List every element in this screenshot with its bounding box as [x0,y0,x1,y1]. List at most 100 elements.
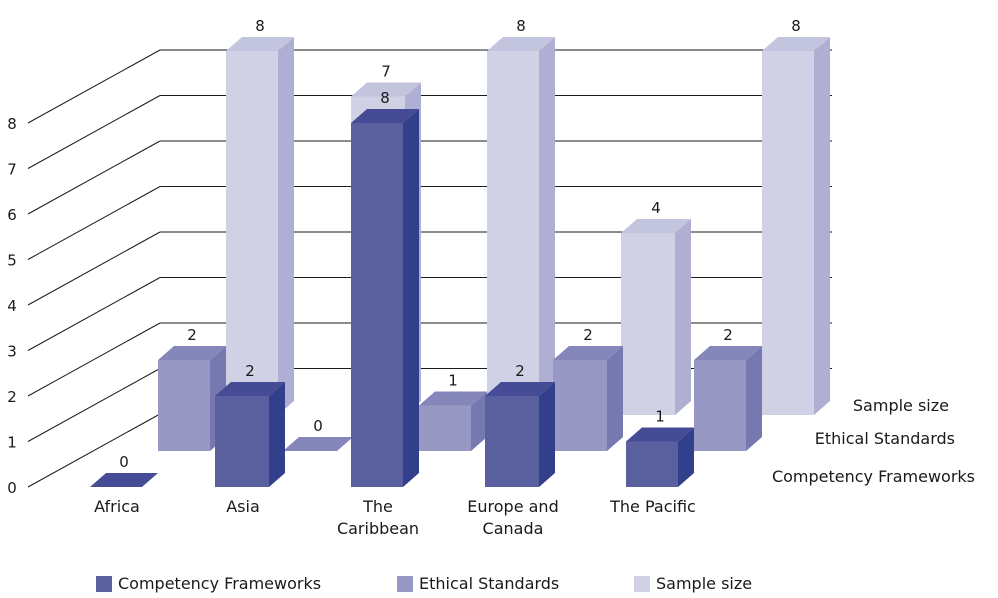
bar-top [351,82,421,97]
bar-top [90,473,158,487]
data-label: 1 [655,408,665,426]
side-wall-gridline [27,140,161,215]
bar-2-2 [487,37,555,415]
data-label: 0 [119,453,129,471]
legend-swatch [96,575,112,592]
bar-front [215,396,269,487]
bar-side [278,37,294,415]
y-tick-label: 3 [7,343,17,361]
side-wall-gridline [27,186,161,260]
bar-2-0 [226,37,294,415]
bar-front [553,360,607,451]
bar-side [269,382,285,487]
bar-1-4 [694,346,762,451]
bar-front [762,51,814,415]
data-label: 7 [381,63,391,81]
bar-side [403,109,419,487]
series-depth-labels: Competency Frameworks Ethical Standards Sa… [772,396,975,486]
bar-front [487,51,539,415]
y-tick-label: 8 [7,115,17,133]
bar-top [283,437,353,451]
side-wall-gridline [27,95,161,169]
series-depth-label: Competency Frameworks [772,467,975,486]
bar-front [226,51,278,415]
side-wall-gridline [27,368,161,442]
bar-side [678,427,694,487]
bar-side [814,37,830,415]
data-label: 2 [515,362,525,380]
legend-item-competency-frameworks: Competency Frameworks [96,574,321,593]
bar-side [607,346,623,451]
bar-front [351,123,403,487]
bar-top [158,346,226,360]
side-wall-gridline [27,322,161,397]
bar-top [351,109,419,123]
chart-bars [90,37,830,487]
bar-front [694,360,746,451]
category-label: Africa [94,497,140,516]
y-tick-label: 0 [7,479,17,497]
bar-1-0 [158,346,226,451]
data-label: 8 [380,89,390,107]
side-wall-gridline [27,231,161,306]
bar-top [626,427,694,442]
bar-1-2 [419,391,487,451]
category-labels: Africa Asia The Caribbean Europe and Canada Th… [94,497,696,538]
y-tick-label: 6 [7,206,17,224]
bar-front [621,233,675,415]
bar-side [675,219,691,415]
y-tick-label: 4 [7,297,17,315]
bar-top [553,346,623,360]
series-depth-label: Sample size [853,396,949,415]
bar-top [226,37,294,51]
bar-side [746,346,762,451]
legend-label: Competency Frameworks [118,574,322,593]
data-label: 8 [516,17,526,35]
data-label: 2 [187,326,197,344]
bar-2-4 [762,37,830,415]
bar-top [487,37,555,51]
data-label: 2 [583,326,593,344]
bar-top [621,219,691,233]
bar-front [485,396,539,487]
bar-0-1 [215,382,285,487]
bar-0-2 [351,109,419,487]
category-label: Asia [226,497,260,516]
bar-top [419,391,487,406]
bar-front [158,360,210,451]
bar-top [694,346,762,360]
category-label: Europe and Canada [467,497,558,538]
legend-label: Sample size [656,574,753,593]
bar-front [419,405,471,451]
data-labels: 8 7 8 4 8 2 0 1 2 2 0 2 8 2 1 [119,17,801,471]
bar-top [215,382,285,396]
bar-front [626,441,678,487]
bar-top [485,382,555,396]
series-depth-label: Ethical Standards [815,429,955,448]
y-tick-label: 2 [7,388,17,406]
data-label: 4 [651,199,661,217]
legend-label: Ethical Standards [419,574,560,593]
category-label: The Pacific [609,497,696,516]
data-label: 0 [313,417,323,435]
data-label: 2 [723,326,733,344]
bar-top [762,37,830,51]
bar-1-1 [283,437,353,451]
data-label: 8 [255,17,265,35]
bar-side [539,37,555,415]
category-label: The Caribbean [337,497,419,538]
bar-2-3 [621,219,691,415]
y-tick-label: 7 [7,161,17,179]
bar-0-4 [626,427,694,487]
side-wall-gridline [27,49,161,124]
legend-swatch [397,575,413,592]
y-axis-ticks: 0 1 2 3 4 5 6 7 8 [7,115,17,497]
data-label: 2 [245,362,255,380]
legend-swatch [634,575,650,592]
data-label: 1 [448,372,458,390]
y-tick-label: 5 [7,252,17,270]
data-label: 8 [791,17,801,35]
bar-side [471,391,487,451]
y-tick-label: 1 [7,434,17,452]
